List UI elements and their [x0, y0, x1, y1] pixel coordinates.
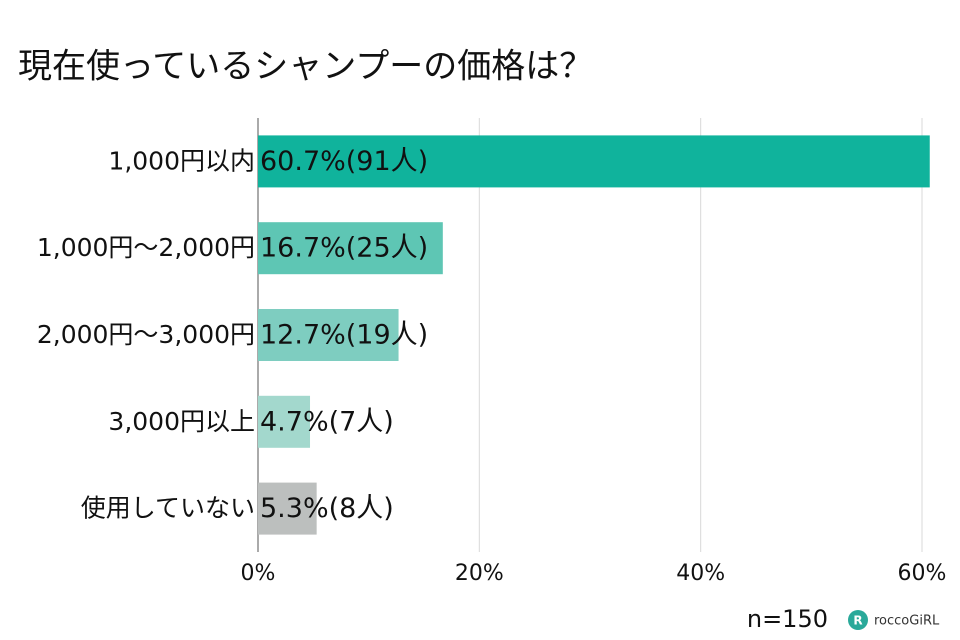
chart-title: 現在使っているシャンプーの価格は？ — [18, 47, 593, 87]
x-tick-label: 0% — [241, 561, 276, 586]
y-tick-label: 1,000円〜2,000円 — [37, 233, 255, 262]
value-label: 16.7%(25人) — [260, 233, 428, 264]
sample-size: n=150 — [747, 605, 828, 633]
y-tick-label: 3,000円以上 — [108, 407, 255, 436]
brand-icon — [848, 610, 868, 630]
value-label: 5.3%(8人) — [260, 493, 394, 524]
bar — [258, 395, 311, 448]
x-tick-label: 40% — [676, 561, 725, 586]
x-tick-label: 60% — [898, 561, 947, 586]
value-label: 12.7%(19人) — [260, 320, 428, 351]
y-tick-label: 2,000円〜3,000円 — [37, 320, 255, 349]
value-label: 60.7%(91人) — [260, 146, 428, 177]
bar — [258, 309, 399, 361]
y-tick-label: 使用していない — [81, 494, 255, 523]
brand-icon-letter: R — [853, 614, 862, 628]
y-tick-label: 1,000円以内 — [108, 146, 255, 175]
bar — [258, 135, 930, 188]
bar — [258, 222, 443, 275]
brand: roccoGiRL — [874, 614, 940, 629]
bar — [258, 482, 317, 535]
x-tick-label: 20% — [455, 561, 504, 586]
value-label: 4.7%(7人) — [260, 406, 394, 437]
